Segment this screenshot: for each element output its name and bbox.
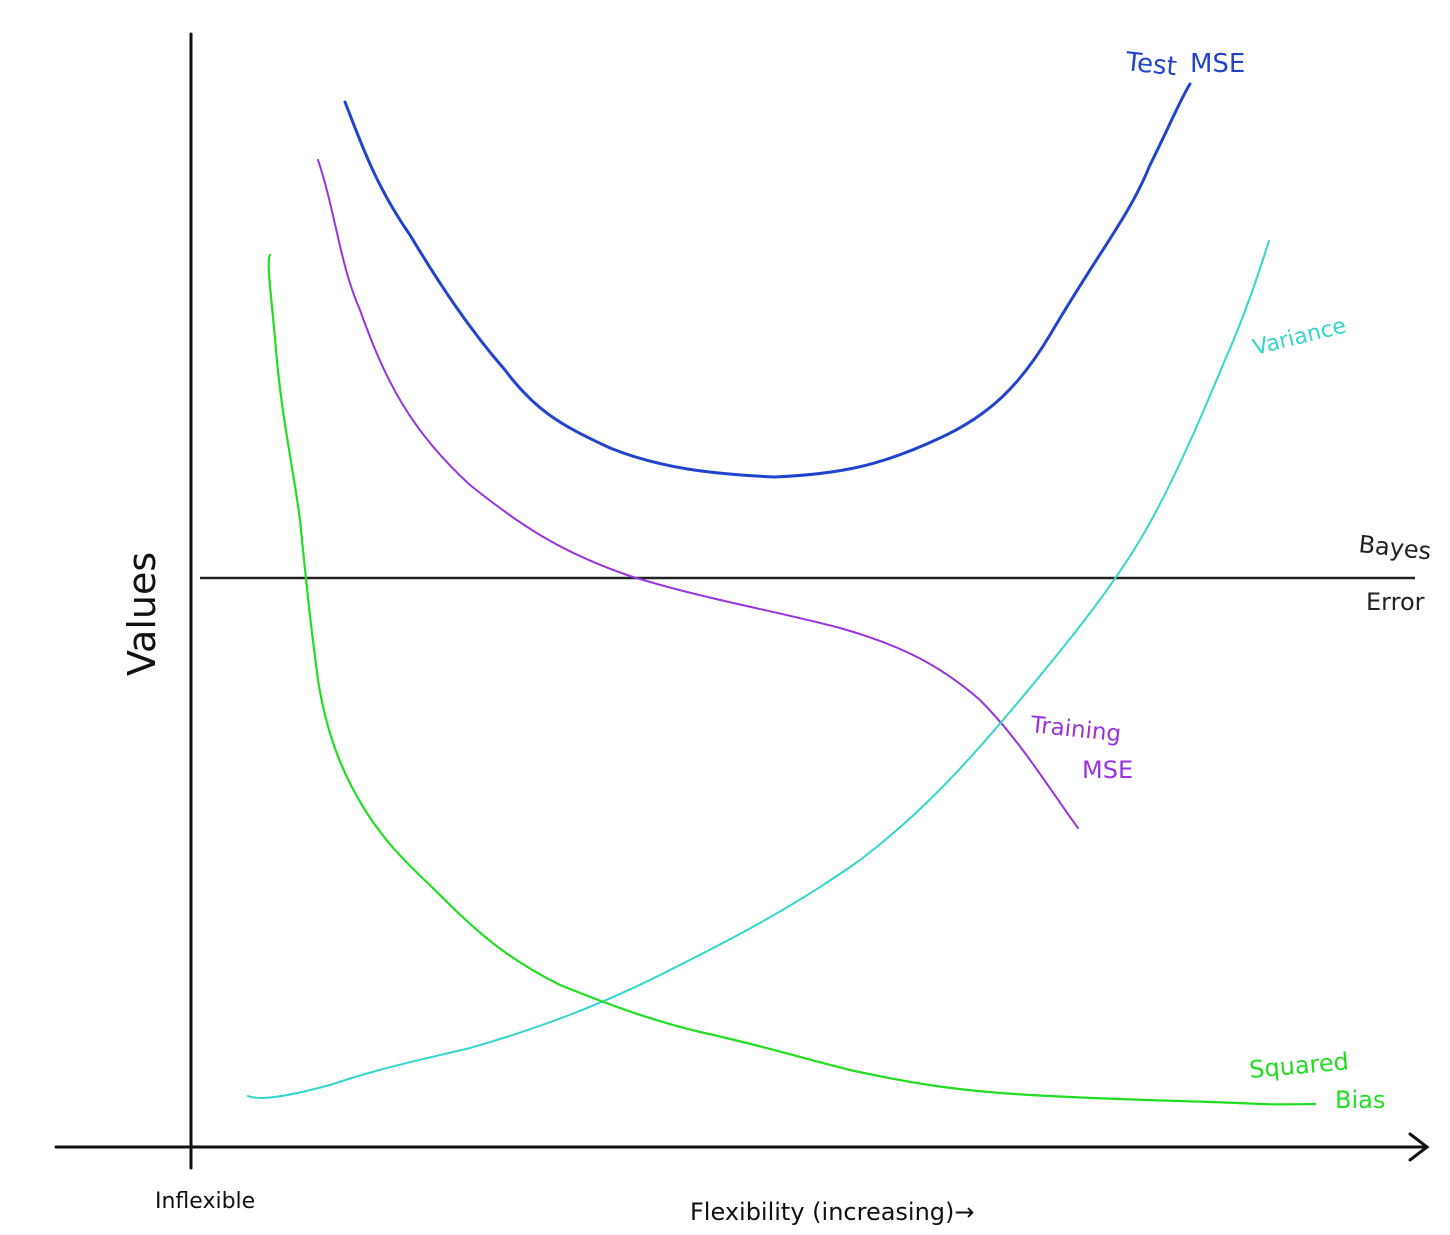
bayes-error-label-line2: Error [1366,588,1425,616]
variance-curve [247,240,1270,1099]
x-axis-start-label: Inflexible [155,1189,255,1214]
axes [54,32,1430,1170]
training-mse-curve [317,159,1079,829]
x-axis-label: Flexibility (increasing)→ [690,1198,975,1226]
squared-bias-label-line1: Squared [1248,1047,1350,1084]
variance-label: Variance [1250,314,1348,361]
bayes-error-label-line1: Bayes [1357,530,1432,565]
training-mse-label-line2: MSE [1082,756,1133,784]
x-axis-arrowhead [1408,1132,1430,1162]
test-mse-curve [343,82,1192,479]
test-mse-label-line2: MSE [1190,49,1245,79]
squared-bias-label-line2: Bias [1335,1086,1385,1114]
squared-bias-curve [267,253,1317,1106]
labels: Test MSE Variance Bayes Error Training M… [120,47,1433,1226]
test-mse-label-line1: Test [1123,47,1178,82]
training-mse-label-line1: Training [1028,712,1122,747]
y-axis-label: Values [120,552,164,676]
